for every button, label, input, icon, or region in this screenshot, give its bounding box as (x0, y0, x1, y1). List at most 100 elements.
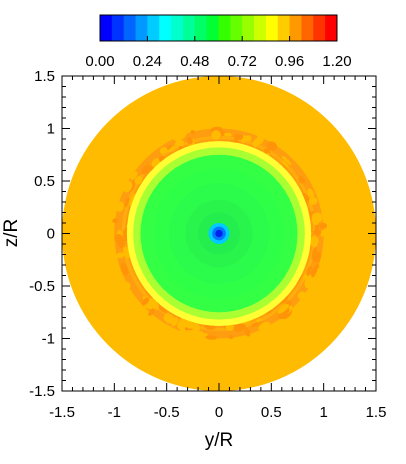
y-tick-label: 1.5 (34, 68, 55, 85)
contour-patch (307, 188, 315, 199)
contour-patch (141, 297, 150, 306)
contour-patch (228, 334, 234, 340)
contour-patch (281, 160, 289, 168)
contour-patch (130, 171, 138, 180)
colorbar-tick-label: 0.24 (133, 53, 162, 70)
y-tick-label: 1 (47, 121, 55, 138)
contour-patch (263, 148, 271, 155)
contour-patch (319, 222, 327, 229)
colorbar-swatch (230, 15, 243, 41)
contour-patch (277, 303, 289, 314)
contour-patch (120, 262, 129, 276)
colorbar-tick-label: 0.96 (275, 53, 304, 70)
contour-patch (245, 135, 252, 142)
contour-patch (172, 132, 187, 141)
colorbar-tick-label: 0.00 (85, 53, 114, 70)
colorbar-swatch (325, 15, 338, 41)
colorbar-swatch (147, 15, 160, 41)
y-axis-tick-labels: 1.5 1 0.5 0 -0.5 -1 -1.5 (29, 68, 55, 400)
contour-patch (179, 327, 186, 333)
x-tick-label: -1.5 (49, 404, 75, 421)
contour-patch (171, 317, 179, 327)
contour-patch (258, 321, 271, 331)
x-tick-label: 0.5 (261, 404, 282, 421)
contour-patch (116, 252, 125, 259)
y-tick-label: -1 (42, 331, 55, 348)
colorbar-swatch (313, 15, 326, 41)
contour-patch (126, 281, 131, 288)
contour-patch (124, 197, 130, 208)
contour-patch (190, 329, 195, 334)
contour-patch (112, 218, 119, 224)
contour-patch (144, 301, 152, 309)
contour-patch (211, 130, 221, 140)
contour-field (62, 76, 376, 391)
colorbar-tick-label: 0.72 (228, 53, 257, 70)
colorbar-swatch (171, 15, 184, 41)
contour-patch (279, 295, 289, 304)
x-tick-label: 1.5 (366, 404, 387, 421)
y-tick-label: -1.5 (29, 383, 55, 400)
contour-patch (311, 252, 321, 263)
colorbar-swatch (277, 15, 290, 41)
colorbar-swatch (135, 15, 148, 41)
contour-patch (298, 176, 306, 184)
contour-patch (306, 265, 313, 276)
contour-patch (174, 139, 185, 148)
contour-patch (176, 320, 187, 330)
y-axis-ticks (62, 75, 376, 392)
contour-patch (255, 134, 264, 145)
contour-patch (233, 323, 247, 332)
contour-patch (141, 164, 151, 175)
colorbar-swatch (242, 15, 255, 41)
contour-patch (151, 302, 160, 310)
x-tick-label: 1 (319, 404, 327, 421)
contour-patch (190, 130, 195, 134)
y-tick-label: -0.5 (29, 278, 55, 295)
contour-patch (223, 132, 232, 137)
y-tick-label: 0 (47, 226, 55, 243)
contour-patch (308, 196, 318, 206)
y-axis-label: z/R (1, 219, 22, 248)
contour-patch (116, 201, 125, 212)
x-axis-ticks (61, 76, 377, 391)
contour-patch (194, 330, 205, 339)
colorbar-tick-labels: 0.00 0.24 0.48 0.72 0.96 1.20 (85, 53, 351, 70)
x-tick-label: 0 (215, 404, 223, 421)
contour-patch (245, 329, 251, 334)
contour-patch (304, 274, 313, 286)
y-tick-label: 0.5 (34, 173, 55, 190)
contour-patch (297, 291, 307, 301)
x-tick-label: -0.5 (154, 404, 180, 421)
colorbar-swatch (254, 15, 267, 41)
contour-patch (281, 155, 292, 166)
colorbar (99, 14, 338, 42)
contour-patch (255, 318, 262, 323)
contour-patch (159, 147, 168, 154)
contour-patch (311, 240, 318, 247)
colorbar-frame (99, 14, 338, 42)
contour-patch (158, 306, 167, 314)
colorbar-swatch (218, 15, 231, 41)
colorbar-swatch (265, 15, 279, 41)
colorbar-swatch (111, 15, 125, 41)
contour-patch (163, 313, 175, 324)
contour-patch (186, 136, 193, 145)
x-axis-tick-labels: -1.5 -1 -0.5 0 0.5 1 1.5 (49, 404, 386, 421)
contour-patch (134, 175, 143, 185)
contour-patch (123, 181, 133, 193)
contour-patch (117, 237, 126, 249)
colorbar-swatch (206, 15, 219, 41)
contour-patch (166, 145, 176, 153)
colorbar-swatch (123, 15, 136, 41)
colorbar-swatch (100, 15, 113, 41)
colorbar-swatch (182, 15, 196, 41)
contour-patch (267, 141, 278, 151)
x-axis-label: y/R (205, 430, 234, 451)
contour-patch (311, 264, 318, 278)
colorbar-swatch (289, 15, 302, 41)
colorbar-tick-label: 1.20 (322, 53, 351, 70)
x-tick-label: -1 (108, 404, 121, 421)
contour-patch (205, 335, 218, 340)
